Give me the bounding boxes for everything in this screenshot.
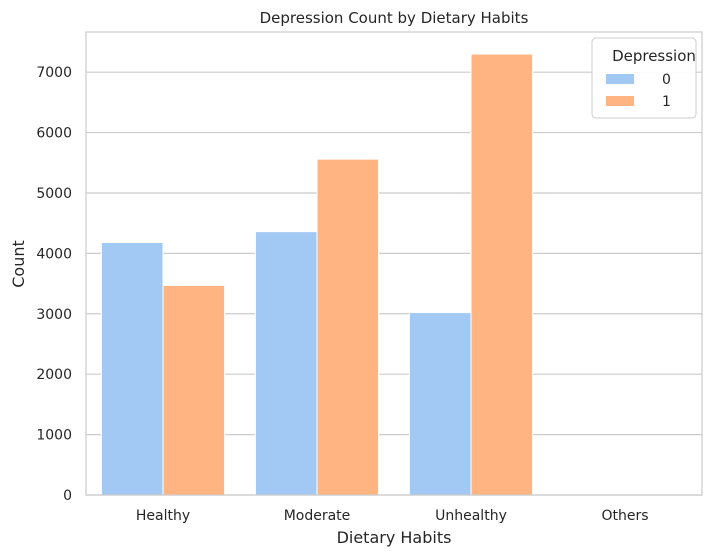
x-axis-label: Dietary Habits bbox=[337, 528, 452, 547]
y-axis-label: Count bbox=[9, 240, 28, 288]
y-tick-label: 6000 bbox=[36, 126, 72, 142]
y-tick-label: 0 bbox=[63, 488, 72, 504]
y-tick-label: 3000 bbox=[36, 307, 72, 323]
bar-unhealthy-depression-1 bbox=[470, 53, 534, 496]
bar-moderate-depression-1 bbox=[316, 158, 380, 496]
y-tick-label: 5000 bbox=[36, 186, 72, 202]
bar-unhealthy-depression-0 bbox=[408, 312, 472, 496]
legend-title: Depression bbox=[612, 47, 696, 65]
x-tick-labels: Healthy Moderate Unhealthy Others bbox=[136, 508, 649, 524]
legend: Depression 01 bbox=[591, 37, 697, 119]
legend-label-0: 0 bbox=[662, 72, 671, 88]
x-tick-label: Healthy bbox=[136, 508, 190, 524]
bar-moderate-depression-0 bbox=[254, 231, 318, 496]
x-tick-label: Unhealthy bbox=[435, 508, 507, 524]
legend-label-1: 1 bbox=[662, 94, 671, 110]
plot-frame bbox=[85, 31, 703, 496]
bar-healthy-depression-0 bbox=[100, 242, 164, 496]
chart-title: Depression Count by Dietary Habits bbox=[260, 9, 529, 27]
y-tick-labels: 0 1000 2000 3000 4000 5000 6000 7000 bbox=[36, 65, 72, 504]
legend-swatch-1 bbox=[606, 96, 634, 106]
bars-group bbox=[100, 53, 534, 496]
y-tick-label: 2000 bbox=[36, 367, 72, 383]
bar-healthy-depression-1 bbox=[162, 284, 226, 496]
x-tick-label: Others bbox=[601, 508, 648, 524]
x-tick-label: Moderate bbox=[284, 508, 351, 524]
y-tick-label: 7000 bbox=[36, 65, 72, 81]
y-tick-label: 4000 bbox=[36, 246, 72, 262]
legend-swatch-0 bbox=[606, 74, 634, 84]
y-tick-label: 1000 bbox=[36, 428, 72, 444]
legend-items: 01 bbox=[606, 72, 671, 110]
